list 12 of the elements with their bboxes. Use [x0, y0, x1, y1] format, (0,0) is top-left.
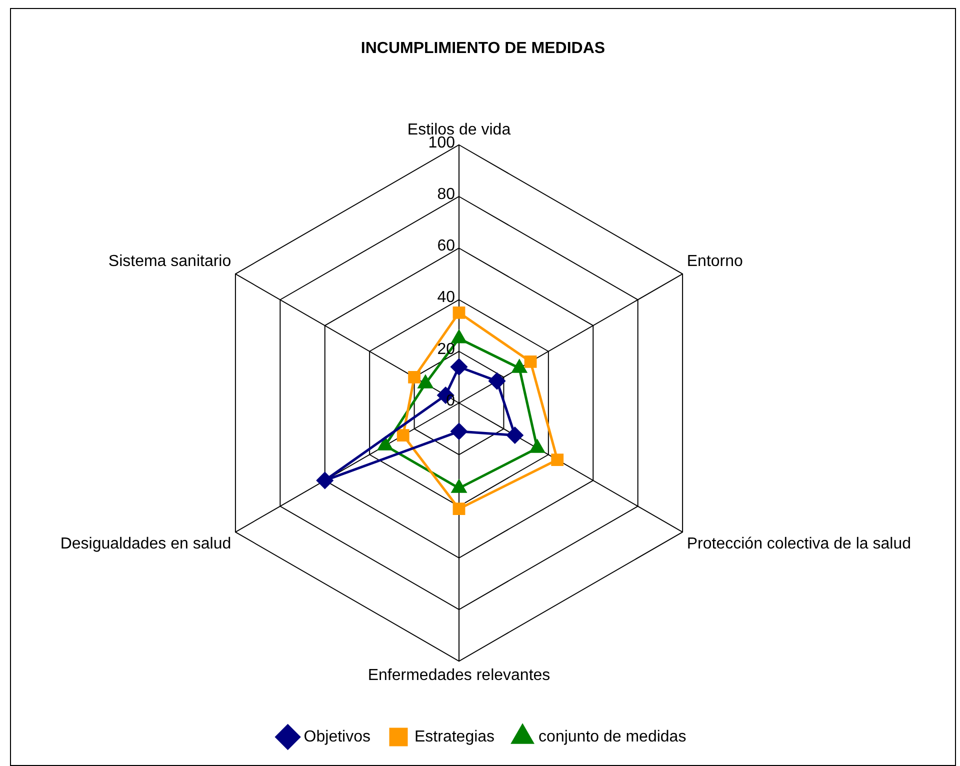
- y-tick-label: 60: [437, 238, 456, 255]
- y-tick-label: 40: [437, 289, 456, 306]
- spoke-label: Enfermedades relevantes: [368, 667, 550, 684]
- spoke-label: Sistema sanitario: [108, 253, 232, 270]
- chart-title: INCUMPLIMIENTO DE MEDIDAS: [360, 40, 606, 58]
- spoke-label: Desigualdades en salud: [60, 536, 232, 553]
- legend-label: conjunto de medidas: [538, 728, 686, 746]
- legend-label: Objetivos: [304, 728, 371, 746]
- spoke-label: Entorno: [686, 253, 744, 270]
- y-tick-label: 80: [437, 186, 456, 203]
- legend-label: Estrategias: [414, 728, 495, 746]
- spoke-label: Protección colectiva de la salud: [686, 536, 911, 553]
